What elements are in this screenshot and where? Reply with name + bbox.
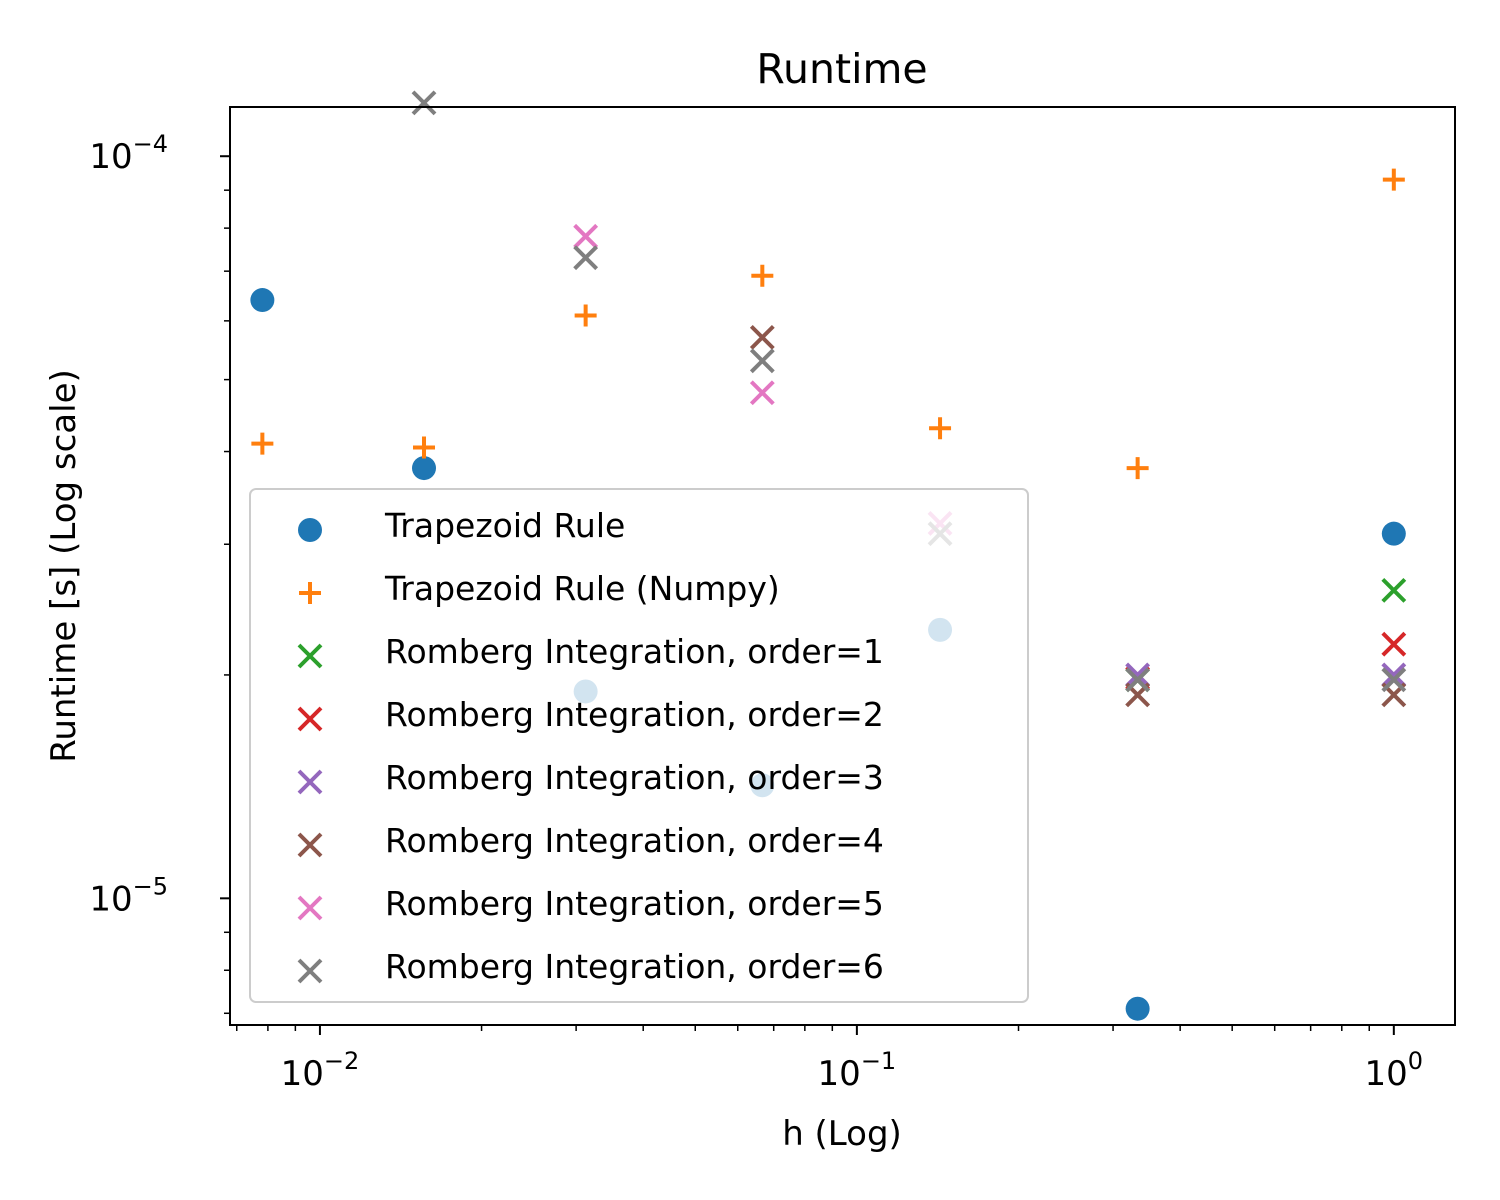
legend-label-series-2: Trapezoid Rule (Numpy) — [384, 569, 780, 608]
x-axis-label: h (Log) — [782, 1114, 902, 1154]
data-point-series-8 — [411, 90, 437, 116]
data-point-series-2 — [413, 436, 436, 459]
y-tick-label: 10−4 — [89, 130, 168, 177]
data-point-series-2 — [251, 432, 274, 455]
legend-marker-series-1 — [298, 518, 322, 542]
legend-label-series-8: Romberg Integration, order=6 — [385, 947, 884, 986]
legend-marker-series-4 — [297, 706, 323, 732]
legend-marker-series-3 — [297, 643, 323, 669]
data-point-series-8 — [1125, 667, 1151, 693]
data-point-series-3 — [1381, 577, 1407, 603]
data-point-series-7 — [573, 223, 599, 249]
data-point-series-1 — [412, 456, 437, 481]
x-tick-label: 100 — [1365, 1047, 1424, 1094]
data-point-series-1 — [250, 288, 275, 313]
legend-label-series-7: Romberg Integration, order=5 — [385, 884, 884, 923]
legend-marker-series-2 — [299, 582, 321, 604]
y-tick-label: 10−5 — [89, 872, 168, 919]
legend-marker-series-5 — [297, 769, 323, 795]
data-point-series-7 — [749, 380, 775, 406]
data-point-series-2 — [751, 264, 774, 287]
data-point-series-8 — [573, 245, 599, 271]
data-point-series-2 — [574, 304, 597, 327]
x-tick-label: 10−1 — [818, 1047, 897, 1094]
legend-marker-series-7 — [297, 895, 323, 921]
data-point-series-1 — [1125, 996, 1150, 1021]
legend-label-series-1: Trapezoid Rule — [384, 506, 625, 545]
legend: Trapezoid Rule Trapezoid Rule (Numpy) Romb… — [249, 488, 1029, 1003]
legend-label-series-4: Romberg Integration, order=2 — [385, 695, 884, 734]
plot-frame — [229, 106, 1456, 1026]
chart-title: Runtime — [756, 45, 927, 93]
legend-label-series-5: Romberg Integration, order=3 — [385, 758, 884, 797]
legend-label-series-6: Romberg Integration, order=4 — [385, 821, 884, 860]
data-point-series-4 — [1381, 631, 1407, 657]
data-point-series-8 — [1381, 667, 1407, 693]
x-tick-label: 10−2 — [281, 1047, 360, 1094]
data-point-series-2 — [1382, 168, 1405, 191]
legend-marker-series-8 — [297, 958, 323, 984]
data-point-series-6 — [749, 324, 775, 350]
data-point-series-2 — [929, 417, 952, 440]
data-point-series-5 — [1125, 662, 1151, 688]
legend-label-series-3: Romberg Integration, order=1 — [385, 632, 884, 671]
data-point-series-5 — [1381, 662, 1407, 688]
data-point-series-1 — [1381, 521, 1406, 546]
data-point-series-2 — [1126, 457, 1149, 480]
legend-marker-series-6 — [297, 832, 323, 858]
legend-box — [249, 488, 1029, 1003]
y-axis-label: Runtime [s] (Log scale) — [44, 369, 84, 763]
data-point-series-8 — [749, 348, 775, 374]
